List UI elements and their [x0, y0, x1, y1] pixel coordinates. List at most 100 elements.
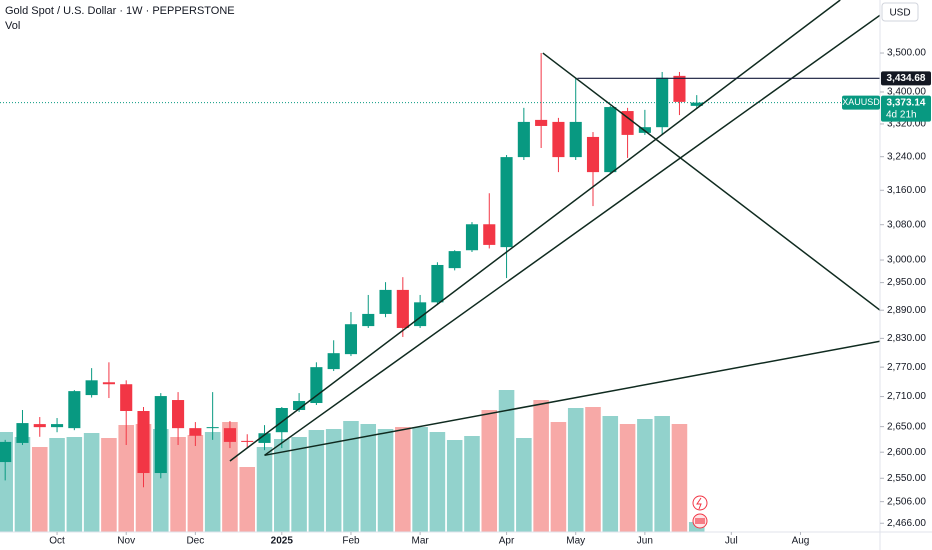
candle-body — [137, 411, 150, 474]
candle-body — [465, 224, 479, 251]
volume-bar — [101, 438, 117, 532]
volume-bar — [83, 433, 100, 532]
candle-body — [206, 427, 219, 429]
symbol-label: XAUUSD — [842, 97, 880, 107]
trend-line — [264, 14, 880, 456]
volume-bar — [654, 416, 670, 532]
volume-bar — [602, 416, 619, 532]
candle-body — [258, 433, 271, 443]
volume-bar — [585, 407, 601, 532]
trend-line — [229, 0, 841, 462]
volume-bar — [204, 432, 221, 532]
volume-bar — [239, 467, 256, 532]
candle-body — [569, 121, 582, 158]
candle-body — [535, 119, 548, 126]
trend-line — [264, 340, 880, 457]
countdown-label: 4d 21h — [886, 109, 917, 120]
candle-body — [656, 77, 669, 128]
y-tick-label: 3,320.00 — [887, 119, 926, 130]
candle-body — [223, 428, 236, 442]
volume-bar — [429, 432, 446, 532]
volume-bar — [274, 439, 290, 532]
volume-bar — [31, 447, 48, 532]
volume-bar — [170, 437, 186, 532]
volume-bar — [498, 390, 515, 532]
candle-body — [517, 121, 530, 158]
y-tick-label: 2,600.00 — [887, 447, 926, 458]
volume-bar — [395, 427, 411, 532]
candle-body — [690, 102, 703, 106]
candle-body — [483, 224, 496, 245]
y-tick-label: 3,500.00 — [887, 48, 926, 59]
x-tick-label: Feb — [342, 536, 360, 547]
last-price-box — [881, 95, 931, 122]
currency[interactable]: USD — [889, 8, 910, 19]
volume-bar — [360, 424, 377, 532]
volume-bar — [567, 408, 584, 532]
x-tick-label: Jul — [725, 536, 738, 547]
candle-body — [241, 440, 254, 442]
volume-bar — [222, 422, 238, 532]
volume-bar — [446, 440, 463, 532]
volume-bar — [550, 422, 567, 532]
volume-bar — [118, 425, 134, 532]
volume-bar — [325, 429, 342, 532]
y-tick-label: 2,506.00 — [887, 496, 926, 507]
volume-bar — [49, 438, 65, 532]
y-tick-label: 3,080.00 — [887, 219, 926, 230]
candle-body — [154, 396, 167, 474]
y-tick-label: 3,160.00 — [887, 185, 926, 196]
candle-body — [431, 264, 444, 303]
volume-bar — [66, 437, 83, 532]
trend-line — [542, 52, 880, 311]
candle-body — [621, 111, 634, 135]
y-tick-label: 2,890.00 — [887, 305, 926, 316]
y-tick-label: 2,550.00 — [887, 473, 926, 484]
plot-area — [0, 0, 880, 532]
volume-label: Vol — [5, 20, 20, 32]
volume-bar — [412, 427, 428, 532]
candle-body — [172, 400, 185, 429]
volume-bar — [464, 436, 480, 532]
volume-bar — [619, 424, 636, 532]
y-tick-label: 2,830.00 — [887, 333, 926, 344]
y-tick-label: 2,770.00 — [887, 362, 926, 373]
volume-bar — [533, 400, 549, 532]
candle-body — [120, 384, 133, 412]
price-label: 3,434.68 — [887, 73, 926, 84]
volume-bar — [187, 435, 204, 532]
x-tick-label: Mar — [412, 536, 430, 547]
x-tick-label: Oct — [49, 536, 65, 547]
candle-body — [586, 136, 600, 173]
volume-bar — [637, 419, 653, 532]
candle-body — [189, 428, 202, 436]
candle-body — [673, 75, 686, 102]
y-tick-label: 2,710.00 — [887, 391, 926, 402]
candle-body — [85, 380, 98, 396]
candle-body — [379, 289, 392, 314]
candle-body — [448, 251, 461, 269]
volume-bar — [14, 437, 31, 532]
candle-body — [68, 391, 81, 429]
candle-body — [293, 401, 306, 411]
candle-body — [362, 313, 375, 327]
volume-bar — [481, 410, 498, 532]
y-tick-label: 3,000.00 — [887, 255, 926, 266]
icons — [692, 495, 708, 529]
volume-bar — [671, 424, 688, 532]
y-tick-label: 3,240.00 — [887, 151, 926, 162]
x-tick-label: Aug — [792, 536, 810, 547]
candle-body — [0, 441, 12, 463]
symbol-box — [842, 95, 880, 110]
currency-box[interactable] — [881, 2, 919, 22]
y-tick-label: 2,466.00 — [887, 518, 926, 529]
volume-bar — [377, 429, 394, 532]
candle-body — [396, 289, 409, 328]
y-tick-label: 3,400.00 — [887, 87, 926, 98]
x-tick-label: Dec — [186, 536, 204, 547]
x-tick-label: Apr — [499, 536, 515, 547]
volume-bar — [256, 447, 273, 532]
candle-body — [33, 424, 46, 428]
candle-body — [327, 353, 340, 370]
